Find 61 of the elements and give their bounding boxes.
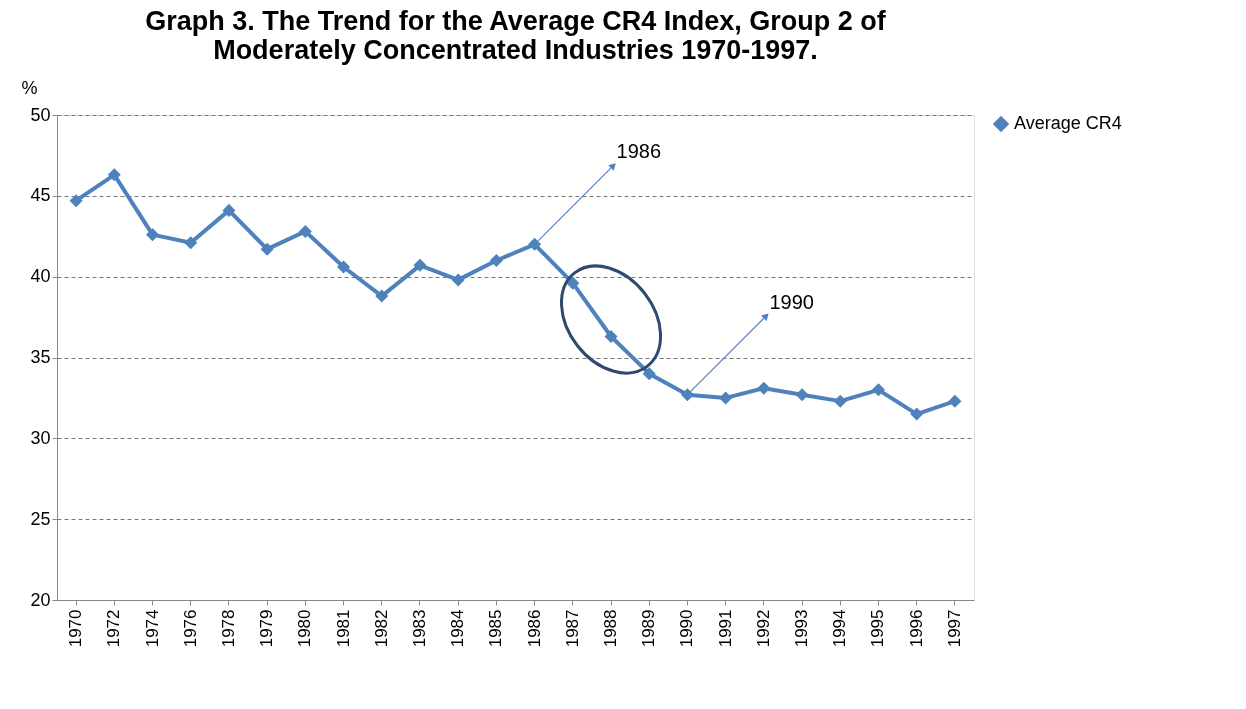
point	[719, 391, 733, 405]
y-tick-label: 25	[30, 508, 51, 529]
point	[604, 329, 618, 343]
x-tick-label: 1996	[906, 609, 926, 648]
point	[451, 273, 465, 287]
x-tick-label: 1994	[830, 609, 850, 648]
x-tick-label: 1982	[371, 609, 391, 648]
x-tick-label: 1970	[66, 609, 86, 648]
point	[298, 224, 312, 238]
x-tick-label: 1972	[104, 609, 124, 648]
point	[184, 236, 198, 250]
x-tick-label: 1984	[448, 609, 468, 648]
x-tick-label: 1983	[409, 609, 429, 648]
point	[260, 242, 274, 256]
x-tick-label: 1989	[639, 609, 659, 648]
point	[337, 260, 351, 274]
x-tick-label: 1978	[218, 609, 238, 648]
point	[107, 168, 121, 182]
y-tick-label: 50	[30, 104, 51, 125]
point	[69, 194, 83, 208]
annotation: 1986	[616, 140, 662, 163]
x-tick-label: 1974	[142, 609, 162, 648]
x-tick-label: 1997	[944, 609, 964, 648]
y-tick-label: 30	[30, 427, 51, 448]
point	[871, 383, 885, 397]
x-tick-label: 1995	[868, 609, 888, 648]
point	[413, 258, 427, 272]
point	[948, 394, 962, 408]
point	[680, 388, 694, 402]
x-tick-label: 1980	[295, 609, 315, 648]
annotation: 1990	[769, 290, 814, 313]
point	[910, 407, 924, 421]
x-tick-label: 1981	[333, 609, 353, 648]
point	[528, 237, 542, 251]
point	[222, 203, 236, 217]
y-tick-label: 20	[30, 589, 51, 610]
point	[642, 367, 656, 381]
text: Graph 3. The Trend for the Average CR4 Index, Group 2 of	[145, 6, 886, 36]
y-tick-label: 45	[30, 185, 51, 206]
x-tick-label: 1979	[257, 609, 277, 648]
point	[375, 289, 389, 303]
point	[489, 253, 503, 268]
point	[757, 381, 771, 395]
point	[795, 388, 809, 402]
x-tick-label: 1990	[677, 609, 697, 648]
text: Moderately Concentrated Industries 1970-1997.	[213, 35, 818, 65]
x-tick-label: 1985	[486, 609, 506, 648]
y-tick-label: 35	[30, 347, 51, 367]
point	[833, 394, 847, 408]
point	[566, 276, 580, 290]
point	[146, 228, 160, 242]
y-tick-label: 40	[30, 266, 51, 287]
legend-label: Average CR4	[1014, 113, 1122, 133]
x-tick-label: 1976	[180, 609, 200, 648]
x-tick-label: 1986	[524, 609, 544, 648]
x-tick-label: 1987	[562, 609, 582, 648]
x-tick-label: 1991	[715, 609, 735, 648]
x-tick-label: 1988	[601, 609, 621, 648]
x-tick-label: 1992	[753, 609, 773, 648]
y-axis-title: %	[21, 77, 38, 98]
x-tick-label: 1993	[792, 609, 812, 648]
